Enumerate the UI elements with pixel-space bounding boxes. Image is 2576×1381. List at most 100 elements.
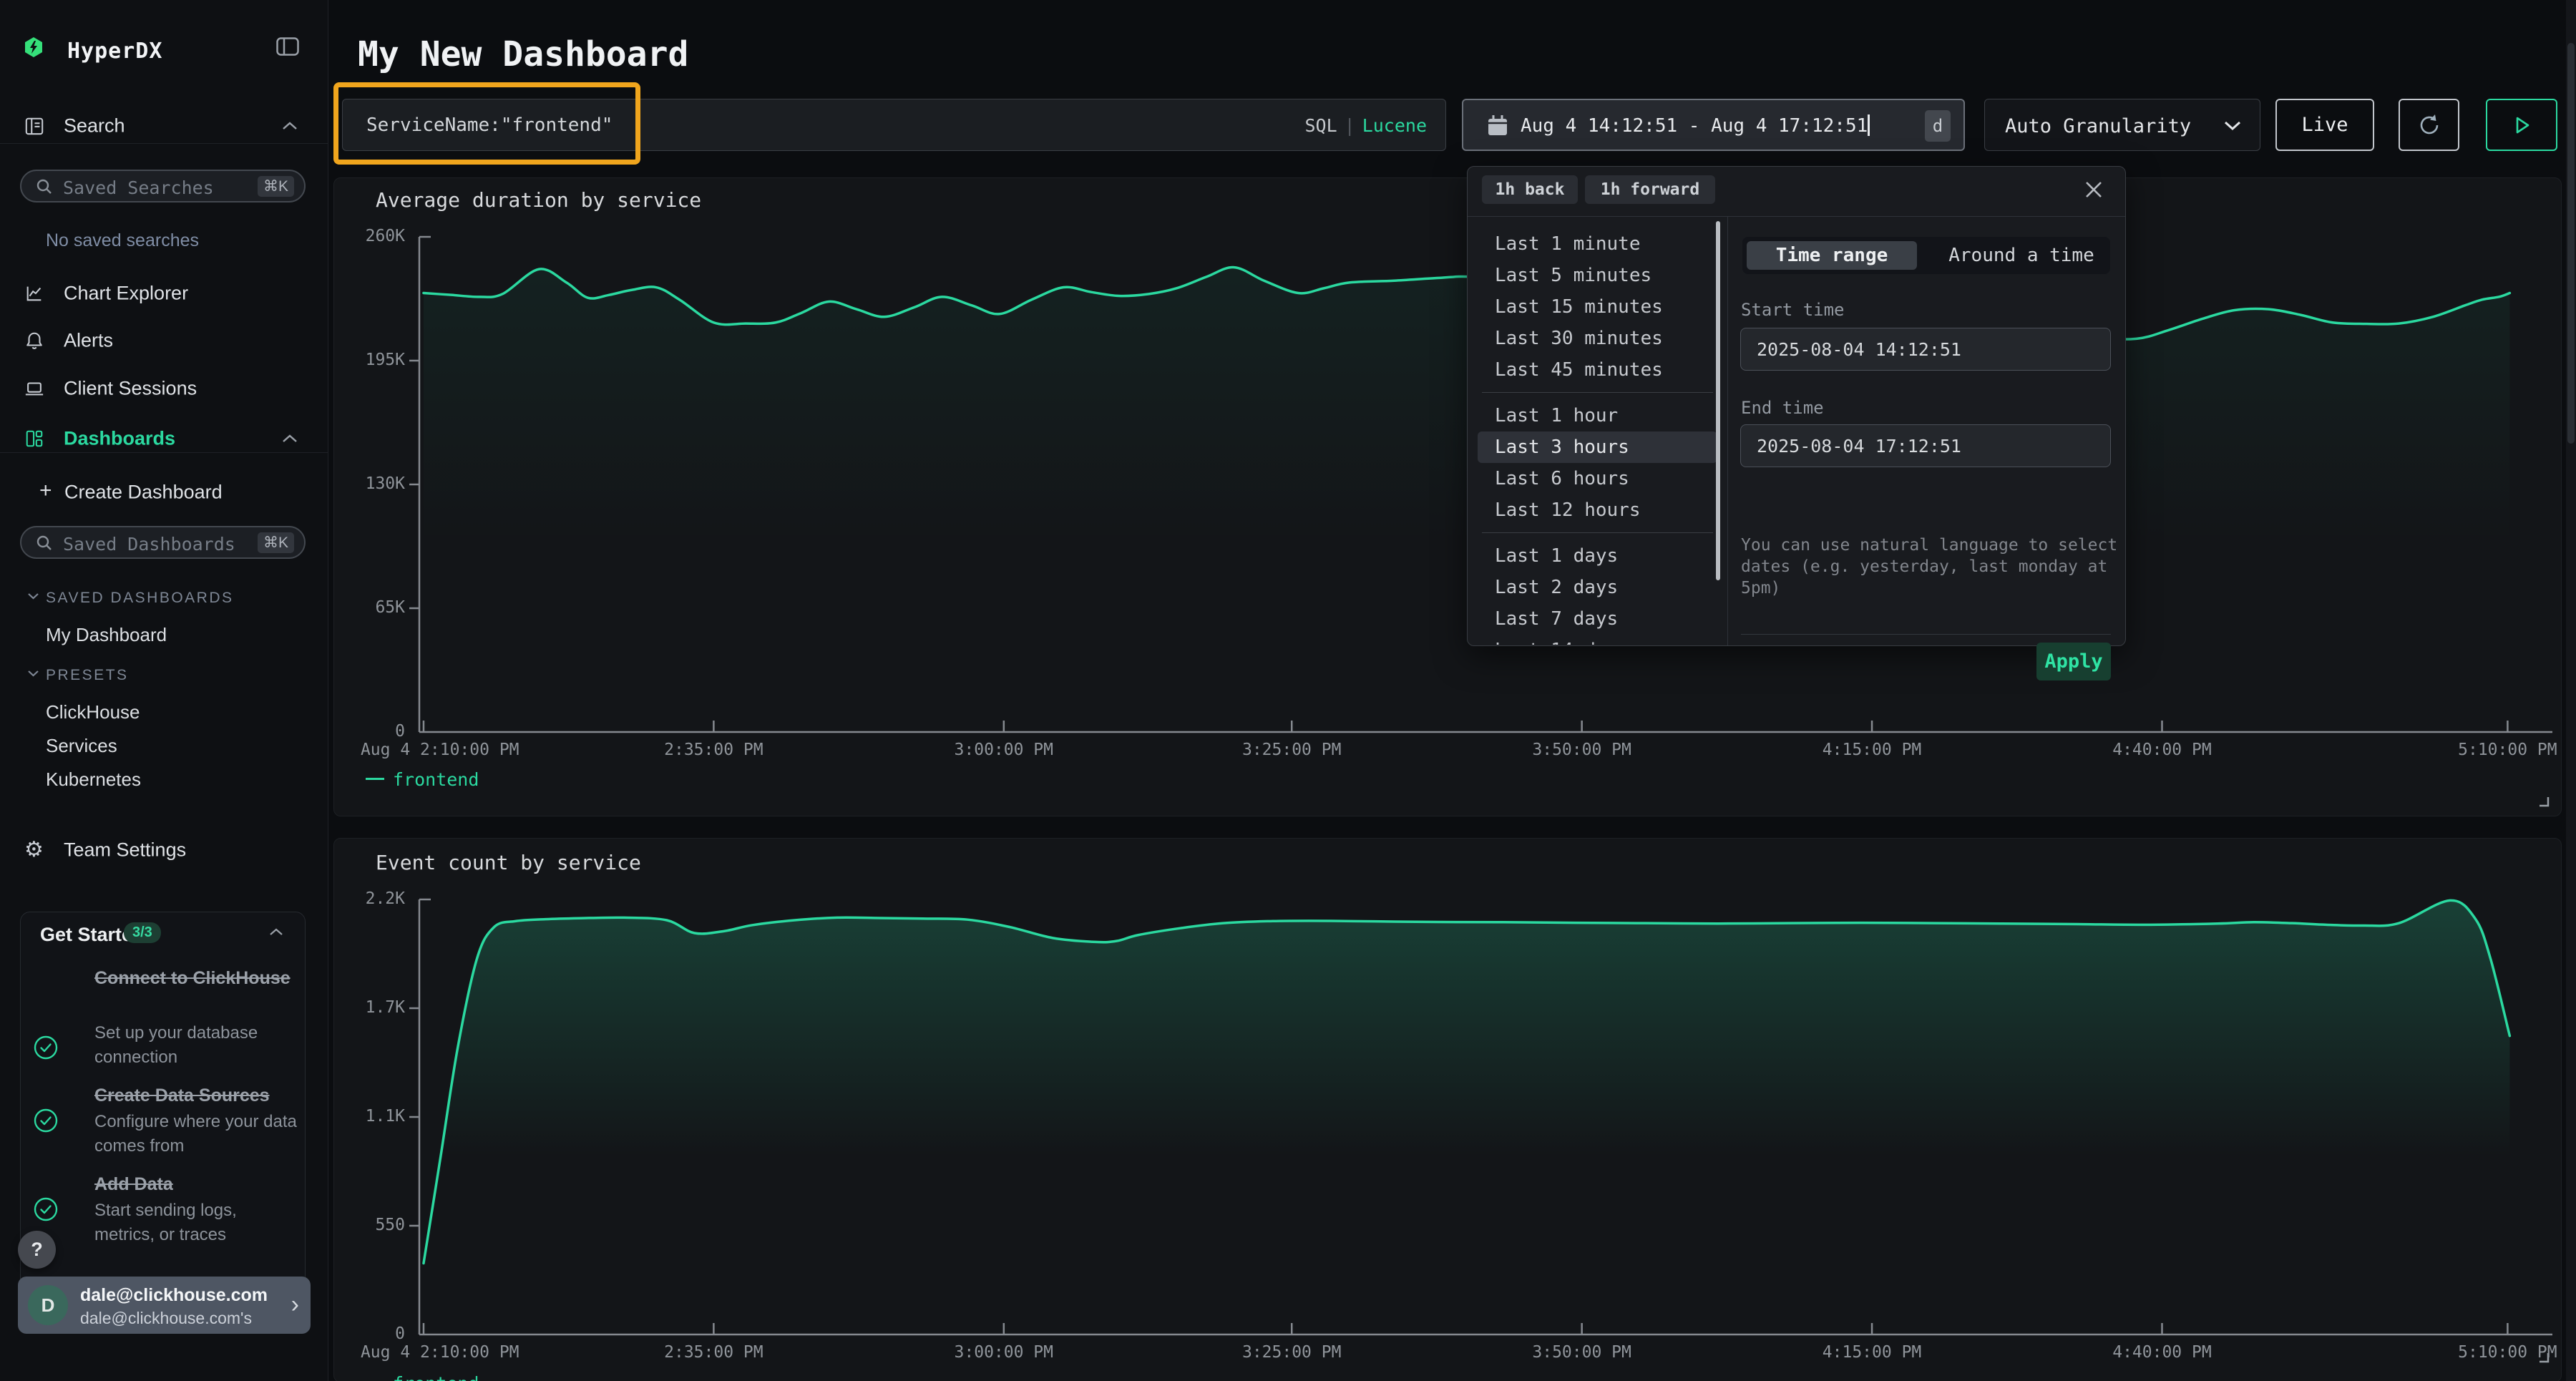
- time-range-option[interactable]: Last 1 minute: [1495, 233, 1641, 255]
- sidebar: HyperDX Search Saved Sea: [0, 0, 328, 1381]
- sidebar-item-label: Search: [64, 114, 125, 137]
- time-range-option[interactable]: Last 45 minutes: [1495, 359, 1663, 381]
- time-range-option[interactable]: Last 6 hours: [1495, 468, 1629, 489]
- sidebar-item-label: Chart Explorer: [64, 282, 189, 304]
- sidebar-item-services[interactable]: Services: [46, 735, 117, 756]
- x-axis-tick-label: Aug 4 2:10:00 PM: [360, 1343, 519, 1362]
- check-circle-icon: [34, 1197, 58, 1221]
- refresh-button[interactable]: [2399, 99, 2459, 151]
- chevron-up-icon[interactable]: [269, 928, 283, 936]
- legend-series-name: frontend: [393, 1373, 479, 1381]
- divider: [0, 452, 328, 453]
- x-axis-tick-label: 3:25:00 PM: [1241, 1343, 1342, 1362]
- chart-plot[interactable]: [334, 178, 2562, 816]
- close-icon[interactable]: [2084, 180, 2104, 200]
- time-range-option[interactable]: Last 3 hours: [1478, 431, 1717, 463]
- live-button[interactable]: Live: [2275, 99, 2374, 151]
- time-range-option[interactable]: Last 5 minutes: [1495, 265, 1652, 286]
- divider: [1727, 216, 1728, 645]
- y-axis-tick-label: 0: [395, 1324, 405, 1343]
- tab-around-a-time[interactable]: Around a time: [1948, 245, 2094, 266]
- help-button[interactable]: ?: [18, 1231, 56, 1269]
- time-range-option[interactable]: Last 14 days: [1478, 635, 1717, 645]
- chart-legend[interactable]: frontend: [366, 1373, 479, 1381]
- panel-resize-handle[interactable]: [2538, 796, 2550, 807]
- y-axis-tick-label: 65K: [375, 598, 405, 617]
- sidebar-item-alerts[interactable]: Alerts: [0, 318, 328, 363]
- sidebar-item-kubernetes[interactable]: Kubernetes: [46, 768, 141, 790]
- sidebar-item-search[interactable]: Search: [0, 103, 328, 149]
- sidebar-item-dashboards[interactable]: Dashboards: [0, 416, 328, 462]
- time-range-option[interactable]: Last 30 minutes: [1495, 328, 1663, 349]
- start-time-value: 2025-08-04 14:12:51: [1757, 339, 1961, 360]
- panel-resize-handle[interactable]: [2538, 1352, 2550, 1363]
- brand-name: HyperDX: [67, 39, 163, 64]
- end-time-value: 2025-08-04 17:12:51: [1757, 436, 1961, 457]
- checklist-item-title: Add Data: [94, 1174, 173, 1194]
- shift-1h-back-button[interactable]: 1h back: [1482, 175, 1578, 204]
- sidebar-item-my-dashboard[interactable]: My Dashboard: [46, 624, 167, 645]
- saved-dashboards-input[interactable]: Saved Dashboards ⌘K: [20, 526, 306, 559]
- query-search-input[interactable]: ServiceName:"frontend" SQL | Lucene: [342, 99, 1446, 151]
- list-scrollbar-thumb[interactable]: [1716, 221, 1720, 580]
- x-axis-tick-label: 2:35:00 PM: [664, 741, 763, 759]
- time-range-option[interactable]: Last 2 days: [1495, 577, 1619, 598]
- natural-language-hint: You can use natural language to select d…: [1741, 536, 2118, 597]
- saved-searches-input[interactable]: Saved Searches ⌘K: [20, 170, 306, 202]
- y-axis-tick-label: 0: [395, 722, 405, 741]
- shift-1h-forward-button[interactable]: 1h forward: [1585, 175, 1715, 204]
- chart-plot[interactable]: [334, 839, 2562, 1381]
- end-time-field[interactable]: 2025-08-04 17:12:51: [1740, 424, 2111, 467]
- query-value: ServiceName:"frontend": [366, 114, 613, 136]
- relative-time-list: Last 1 minute Last 5 minutes Last 15 minut…: [1468, 217, 1727, 645]
- sidebar-item-chart-explorer[interactable]: Chart Explorer: [0, 270, 328, 316]
- y-axis-tick-label: 195K: [365, 351, 405, 369]
- time-range-option[interactable]: Last 15 minutes: [1495, 296, 1663, 318]
- checklist-item-desc: Configure where your data comes from: [94, 1112, 297, 1156]
- time-range-input[interactable]: Aug 4 14:12:51 - Aug 4 17:12:51 d: [1462, 99, 1965, 151]
- checklist-item-desc: Set up your database connection: [94, 1023, 258, 1067]
- start-time-field[interactable]: 2025-08-04 14:12:51: [1740, 328, 2111, 371]
- chart-title: Event count by service: [376, 851, 641, 874]
- gear-icon: ⚙: [24, 837, 44, 862]
- create-dashboard-button[interactable]: + Create Dashboard: [0, 471, 328, 514]
- chart-legend[interactable]: frontend: [366, 769, 479, 790]
- time-range-option[interactable]: Last 1 days: [1495, 545, 1619, 567]
- sidebar-item-team-settings[interactable]: ⚙ Team Settings: [0, 827, 328, 873]
- page-scrollbar-thumb[interactable]: [2567, 43, 2575, 444]
- x-axis-tick-label: 4:15:00 PM: [1822, 741, 1922, 759]
- granularity-select[interactable]: Auto Granularity: [1984, 99, 2260, 151]
- plus-icon: +: [39, 479, 52, 502]
- apply-button[interactable]: Apply: [2036, 643, 2111, 680]
- run-query-button[interactable]: [2486, 99, 2557, 151]
- tab-time-range[interactable]: Time range: [1747, 241, 1917, 270]
- section-presets[interactable]: PRESETS: [28, 667, 129, 684]
- page-scrollbar-track[interactable]: [2566, 0, 2576, 1381]
- x-axis-tick-label: 2:35:00 PM: [664, 1343, 763, 1362]
- time-range-option[interactable]: Last 7 days: [1495, 608, 1619, 630]
- user-account-chip[interactable]: D dale@clickhouse.com dale@clickhouse.co…: [18, 1277, 311, 1334]
- user-org: dale@clickhouse.com's: [80, 1309, 252, 1327]
- chart-title: Average duration by service: [376, 188, 702, 212]
- sidebar-collapse-icon[interactable]: [276, 37, 299, 56]
- logo-row: HyperDX: [0, 27, 328, 67]
- sidebar-item-client-sessions[interactable]: Client Sessions: [0, 366, 328, 411]
- granularity-value: Auto Granularity: [2005, 115, 2192, 137]
- time-range-option[interactable]: Last 1 hour: [1495, 405, 1619, 426]
- section-saved-dashboards[interactable]: SAVED DASHBOARDS: [28, 590, 234, 607]
- get-started-progress-badge: 3/3: [124, 922, 161, 943]
- chart-explorer-icon: [26, 286, 42, 301]
- y-axis-tick-label: 130K: [365, 474, 405, 493]
- chevron-up-icon: [283, 122, 297, 130]
- time-picker-popover: 1h back 1h forward Last 1 minute Last 5 m…: [1467, 166, 2126, 680]
- x-axis-tick-label: 3:50:00 PM: [1532, 741, 1631, 759]
- sql-toggle[interactable]: SQL: [1304, 115, 1337, 136]
- lucene-toggle[interactable]: Lucene: [1362, 115, 1427, 136]
- time-range-option[interactable]: Last 12 hours: [1495, 499, 1641, 521]
- chevron-down-icon: [28, 593, 39, 600]
- divider: [1482, 392, 1713, 393]
- time-picker-tabs: Time range Around a time: [1742, 237, 2110, 274]
- sidebar-item-clickhouse[interactable]: ClickHouse: [46, 701, 140, 723]
- x-axis-tick-label: 4:40:00 PM: [2112, 741, 2212, 759]
